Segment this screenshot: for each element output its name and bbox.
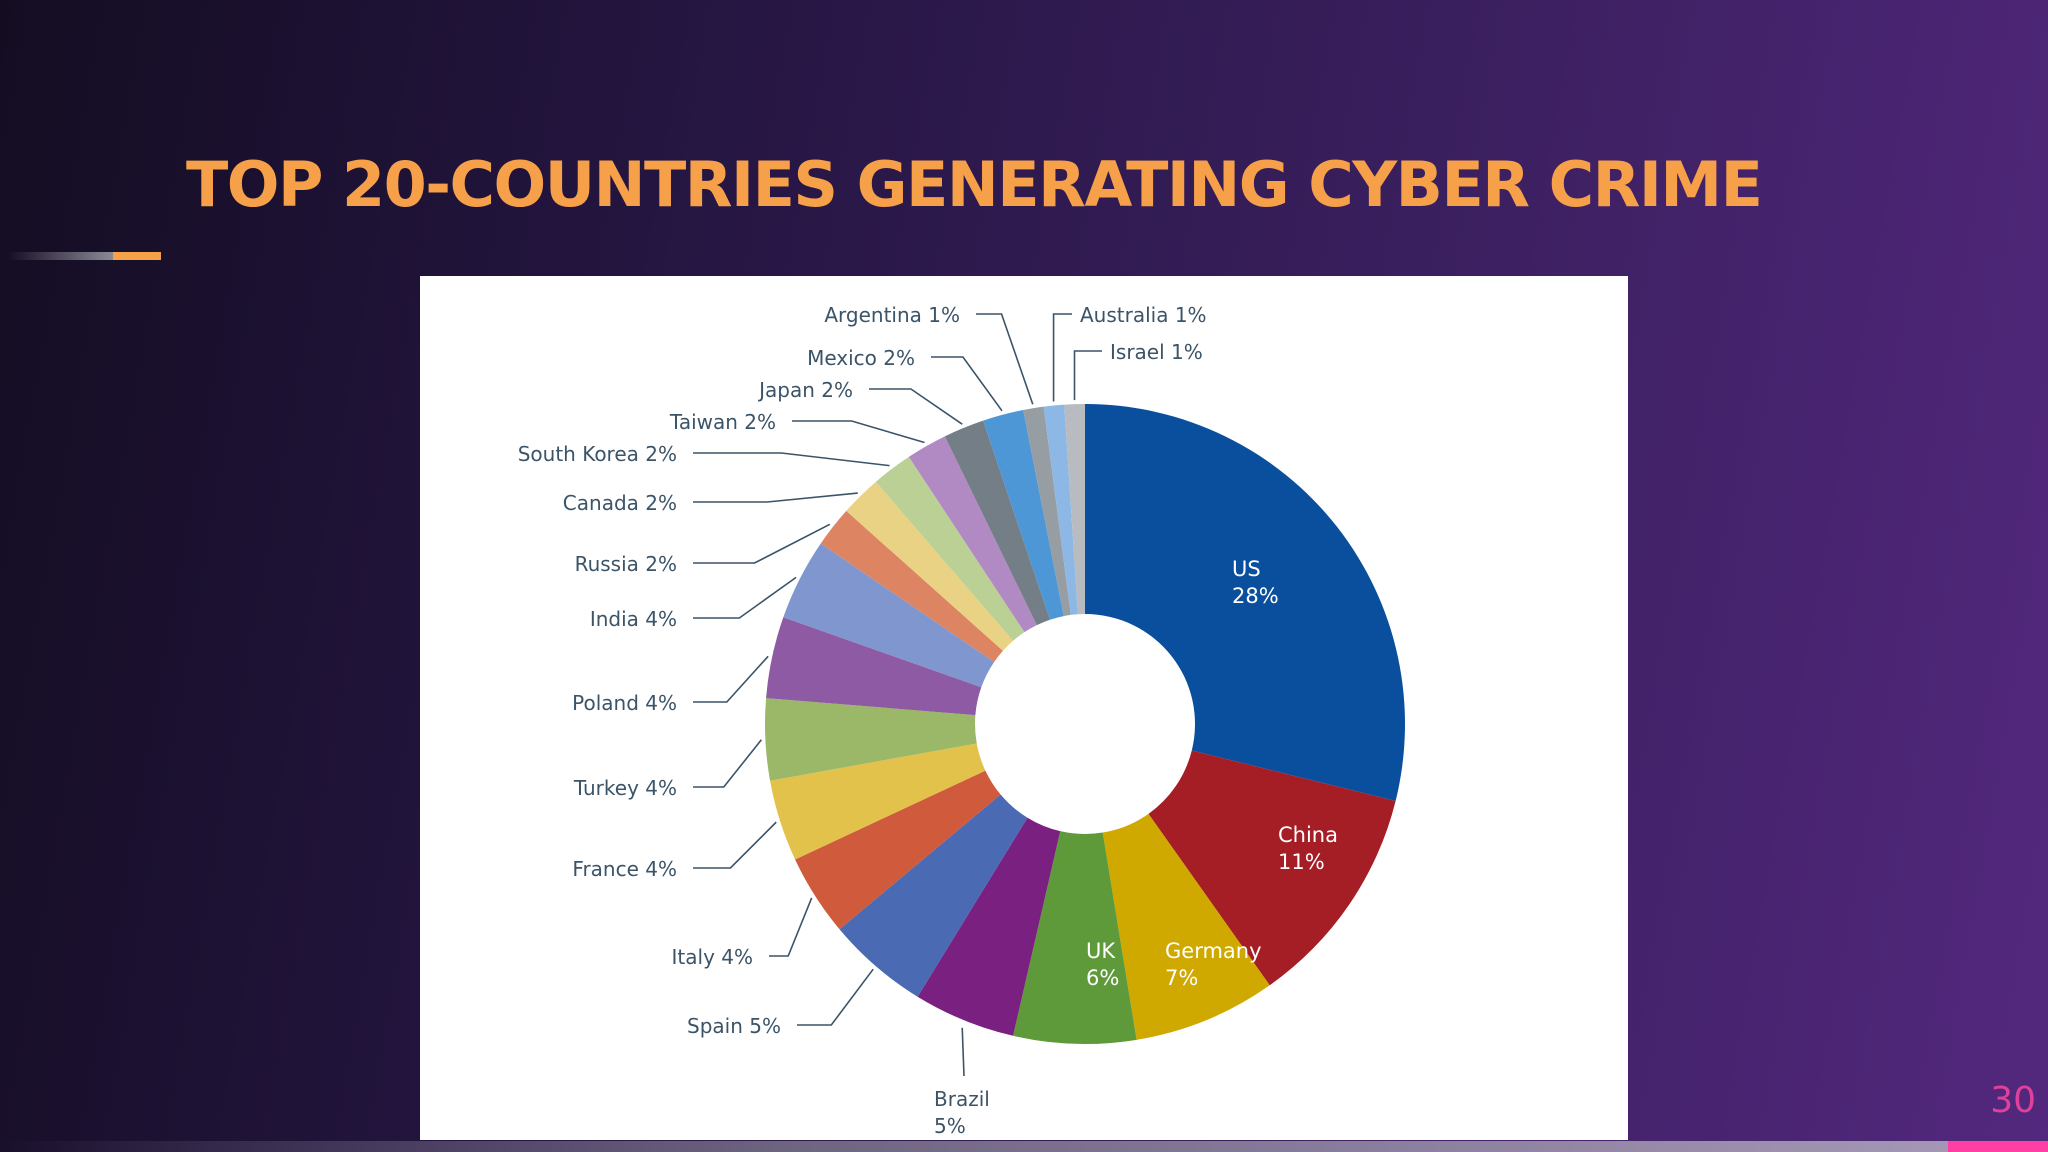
slice-turkey bbox=[765, 698, 977, 781]
bottom-pink-accent bbox=[1948, 1141, 2048, 1152]
page-number: 30 bbox=[1990, 1080, 2036, 1121]
title-accent-gray-line bbox=[8, 252, 113, 260]
data-label-india: India 4% bbox=[590, 607, 677, 631]
leader-line-japan bbox=[869, 388, 963, 425]
data-label-turkey: Turkey 4% bbox=[573, 776, 677, 800]
data-label-poland: Poland 4% bbox=[572, 691, 677, 715]
slice-spain bbox=[839, 794, 1028, 997]
slice-canada bbox=[846, 481, 1014, 651]
data-label-russia: Russia 2% bbox=[575, 552, 677, 576]
slice-germany bbox=[1102, 813, 1270, 1040]
leader-line-israel bbox=[1073, 350, 1102, 401]
leader-line-italy bbox=[769, 897, 813, 957]
data-label-uk: UK 6% bbox=[1086, 939, 1119, 990]
chart-panel: US 28% China 11% Germany 7% UK 6% Brazil 5% Spain … bbox=[420, 276, 1628, 1140]
leader-line-turkey bbox=[693, 739, 763, 788]
bottom-gradient-bar bbox=[0, 1141, 1948, 1152]
slice-india bbox=[783, 543, 995, 688]
data-label-south-korea: South Korea 2% bbox=[518, 442, 677, 466]
leader-line-taiwan bbox=[792, 420, 925, 444]
data-label-us: US 28% bbox=[1232, 557, 1279, 608]
slice-south-korea bbox=[875, 456, 1025, 641]
leader-line-russia bbox=[693, 523, 831, 564]
data-label-spain: Spain 5% bbox=[687, 1014, 781, 1038]
slice-japan bbox=[944, 420, 1050, 626]
slice-mexico bbox=[983, 410, 1064, 620]
donut-chart: US 28% China 11% Germany 7% UK 6% Brazil 5% Spain … bbox=[518, 303, 1405, 1138]
leader-line-argentina bbox=[976, 313, 1034, 405]
leader-line-france bbox=[693, 821, 777, 869]
slice-france bbox=[770, 743, 986, 860]
data-label-mexico: Mexico 2% bbox=[807, 346, 915, 370]
slice-australia bbox=[1043, 404, 1078, 615]
leader-line-india bbox=[693, 576, 797, 619]
slice-uk bbox=[1013, 831, 1137, 1044]
data-label-australia: Australia 1% bbox=[1080, 303, 1207, 327]
data-label-japan: Japan 2% bbox=[757, 378, 853, 402]
slide-title: TOP 20-COUNTRIES GENERATING CYBER CRIME bbox=[186, 148, 1763, 221]
slice-china bbox=[1148, 750, 1396, 986]
data-label-taiwan: Taiwan 2% bbox=[669, 410, 776, 434]
data-label-brazil: Brazil 5% bbox=[934, 1087, 990, 1138]
slice-argentina bbox=[1023, 406, 1071, 617]
data-label-china: China 11% bbox=[1278, 823, 1338, 874]
slice-us bbox=[1085, 404, 1405, 801]
data-label-italy: Italy 4% bbox=[672, 945, 753, 969]
leader-line-spain bbox=[797, 968, 874, 1026]
slice-taiwan bbox=[908, 436, 1037, 633]
data-label-israel: Israel 1% bbox=[1110, 340, 1203, 364]
slice-poland bbox=[766, 617, 982, 716]
slice-italy bbox=[795, 770, 1001, 930]
leader-line-south-korea bbox=[693, 452, 890, 467]
leader-line-poland bbox=[693, 655, 769, 703]
slice-brazil bbox=[917, 817, 1061, 1036]
data-label-argentina: Argentina 1% bbox=[824, 303, 960, 327]
leader-line-mexico bbox=[931, 356, 1003, 412]
leader-line-canada bbox=[693, 492, 858, 503]
slice-israel bbox=[1064, 404, 1085, 615]
data-label-germany: Germany 7% bbox=[1165, 939, 1262, 990]
data-label-canada: Canada 2% bbox=[563, 491, 677, 515]
data-label-france: France 4% bbox=[572, 857, 677, 881]
leader-line-australia bbox=[1052, 313, 1072, 402]
leader-line-brazil bbox=[961, 1027, 965, 1077]
slice-russia bbox=[820, 510, 1003, 662]
title-accent-orange-bar bbox=[113, 252, 161, 260]
